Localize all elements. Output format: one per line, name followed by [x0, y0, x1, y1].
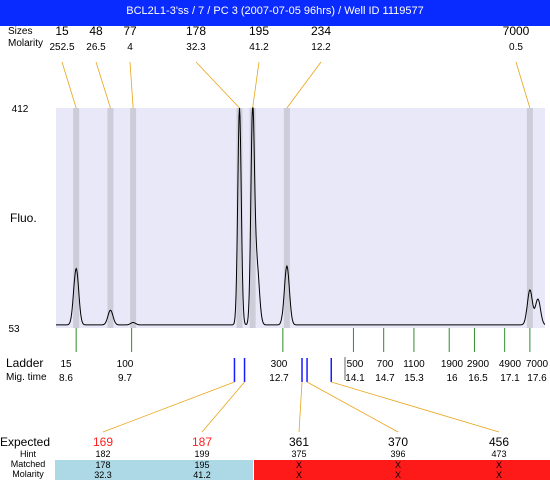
molarity-value: 41.2 [193, 470, 211, 480]
peak-molarity-label: 41.2 [249, 42, 269, 53]
matched-value: X [395, 460, 401, 470]
ladder-time-label: 14.1 [345, 373, 365, 384]
ladder-size-label: 1900 [441, 359, 464, 370]
peak-connector-line [129, 61, 134, 109]
peak-connector-line [95, 61, 111, 109]
matched-row-label: Matched [11, 459, 46, 469]
peak-molarity-label: 252.5 [49, 42, 74, 53]
ladder-size-label: 700 [377, 359, 394, 370]
peak-band [283, 108, 290, 328]
matched-value: X [296, 460, 302, 470]
peak-size-label: 48 [89, 24, 103, 38]
peak-size-label: 77 [123, 24, 137, 38]
matched-ok-box [55, 460, 253, 480]
ladder-size-label: 1100 [403, 359, 425, 370]
matched-value: X [496, 460, 502, 470]
ladder-time-label: 15.3 [404, 373, 424, 384]
molarity-value: X [395, 470, 401, 480]
expected-size-label: 169 [93, 435, 113, 449]
y-tick-label: 412 [12, 104, 29, 115]
peak-molarity-label: 32.3 [186, 42, 206, 53]
peak-size-label: 15 [55, 24, 69, 38]
peak-connector-line [515, 61, 531, 109]
ladder-size-label: 100 [117, 359, 134, 370]
peak-band [236, 108, 243, 328]
ladder-size-label: 2900 [467, 359, 490, 370]
ladder-time-label: 16.5 [468, 373, 488, 384]
matched-fail-box [254, 460, 550, 480]
expected-size-label: 187 [192, 435, 212, 449]
ladder-time-label: 8.6 [59, 373, 73, 384]
peak-band [73, 108, 80, 328]
fluorescence-trace [56, 107, 546, 326]
peak-connector-line [286, 61, 322, 109]
ladder-size-label: 15 [60, 359, 72, 370]
peak-connector-line [252, 61, 260, 109]
ladder-time-label: 16 [446, 373, 458, 384]
y-axis-label: Fluo. [10, 211, 37, 225]
hint-value: 182 [95, 449, 110, 459]
hint-value: 473 [491, 449, 506, 459]
peak-molarity-label: 26.5 [86, 42, 106, 53]
ladder-size-label: 4900 [499, 359, 522, 370]
chart-title: BCL2L1-3'ss / 7 / PC 3 (2007-07-05 96hrs… [126, 5, 424, 17]
hint-value: 199 [194, 449, 209, 459]
y-tick-label: 53 [8, 324, 20, 335]
expected-connector-line [102, 381, 235, 433]
ladder-size-label: 7000 [526, 359, 549, 370]
expected-size-label: 361 [289, 435, 309, 449]
molarity-bottom-row-label: Molarity [12, 469, 44, 479]
expected-size-label: 370 [388, 435, 408, 449]
peak-size-label: 7000 [503, 24, 530, 38]
hint-row-label: Hint [20, 449, 37, 459]
molarity-row-label: Molarity [8, 38, 43, 49]
expected-size-label: 456 [489, 435, 509, 449]
expected-connector-line [306, 381, 399, 433]
peak-molarity-label: 0.5 [509, 42, 523, 53]
expected-connector-line [298, 381, 303, 433]
plot-area [56, 108, 545, 328]
peak-size-label: 178 [186, 24, 206, 38]
hint-value: 375 [291, 449, 306, 459]
matched-value: 195 [194, 460, 209, 470]
peak-size-label: 234 [311, 24, 331, 38]
mig-time-row-label: Mig. time [6, 372, 47, 383]
ladder-time-label: 12.7 [269, 373, 289, 384]
peak-band [107, 108, 114, 328]
peak-connector-line [195, 61, 240, 109]
ladder-size-label: 500 [347, 359, 364, 370]
hint-value: 396 [390, 449, 405, 459]
matched-value: 178 [95, 460, 110, 470]
peak-size-label: 195 [249, 24, 269, 38]
ladder-time-label: 17.1 [500, 373, 520, 384]
peak-connector-line [61, 61, 77, 109]
expected-connector-line [201, 381, 245, 433]
peak-molarity-label: 4 [127, 42, 133, 53]
molarity-value: X [296, 470, 302, 480]
peak-molarity-label: 12.2 [311, 42, 331, 53]
molarity-value: 32.3 [94, 470, 112, 480]
ladder-row-label: Ladder [6, 356, 43, 370]
peak-band [526, 108, 533, 328]
ladder-time-label: 14.7 [375, 373, 395, 384]
ladder-time-label: 17.6 [527, 373, 547, 384]
peak-band [130, 108, 137, 328]
expected-row-label: Expected [0, 435, 50, 449]
ladder-time-label: 9.7 [118, 373, 132, 384]
molarity-value: X [496, 470, 502, 480]
peak-band [249, 108, 256, 328]
ladder-size-label: 300 [271, 359, 288, 370]
sizes-row-label: Sizes [8, 26, 32, 37]
expected-connector-line [331, 381, 500, 433]
title-bar: BCL2L1-3'ss / 7 / PC 3 (2007-07-05 96hrs… [0, 0, 550, 26]
